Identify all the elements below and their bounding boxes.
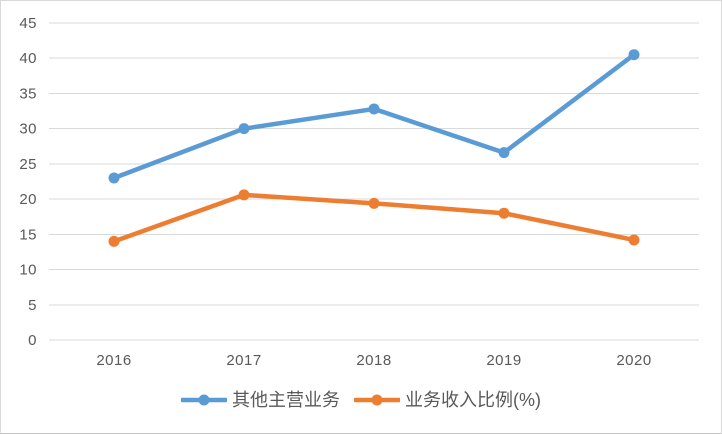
gridlines	[49, 22, 699, 341]
data-point-marker	[238, 123, 250, 135]
y-axis-tick-labels: 0 5 10 15 20 25 30 35 40 45	[19, 15, 37, 349]
y-tick-label: 40	[19, 50, 37, 67]
x-tick-label: 2019	[486, 352, 521, 369]
data-point-marker	[368, 103, 380, 115]
series-1	[108, 189, 640, 247]
legend-line-with-dot-icon	[354, 394, 400, 406]
legend: 其他主营业务 业务收入比例(%)	[1, 385, 721, 415]
data-point-marker	[108, 235, 120, 247]
data-point-marker	[498, 147, 510, 159]
legend-line-with-dot-icon	[181, 394, 227, 406]
data-point-marker	[628, 49, 640, 61]
y-tick-label: 15	[19, 226, 37, 243]
y-tick-label: 5	[28, 297, 37, 314]
y-tick-label: 30	[19, 121, 37, 138]
data-point-marker	[108, 172, 120, 184]
series-line	[111, 52, 637, 181]
x-axis-tick-labels: 2016 2017 2018 2019 2020	[96, 352, 651, 369]
data-point-marker	[238, 189, 250, 201]
legend-item-series-0: 其他主营业务	[181, 391, 340, 409]
x-tick-label: 2017	[226, 352, 261, 369]
x-tick-label: 2018	[356, 352, 391, 369]
legend-dot	[198, 394, 210, 406]
data-point-marker	[498, 207, 510, 219]
y-tick-label: 0	[28, 332, 37, 349]
x-tick-label: 2016	[96, 352, 131, 369]
y-tick-label: 10	[19, 262, 37, 279]
y-tick-label: 25	[19, 156, 37, 173]
data-point-marker	[368, 197, 380, 209]
y-tick-label: 35	[19, 85, 37, 102]
y-tick-label: 45	[19, 15, 37, 32]
x-tick-label: 2020	[616, 352, 651, 369]
legend-item-series-1: 业务收入比例(%)	[354, 391, 541, 409]
series-0	[108, 49, 640, 184]
plot-area: 0 5 10 15 20 25 30 35 40 45 2016 2017 2018 2019 2020	[19, 15, 699, 369]
legend-label-series-1: 业务收入比例(%)	[405, 390, 541, 410]
legend-dot	[371, 394, 383, 406]
data-point-marker	[628, 234, 640, 246]
legend-label-series-0: 其他主营业务	[232, 390, 340, 410]
y-tick-label: 20	[19, 191, 37, 208]
